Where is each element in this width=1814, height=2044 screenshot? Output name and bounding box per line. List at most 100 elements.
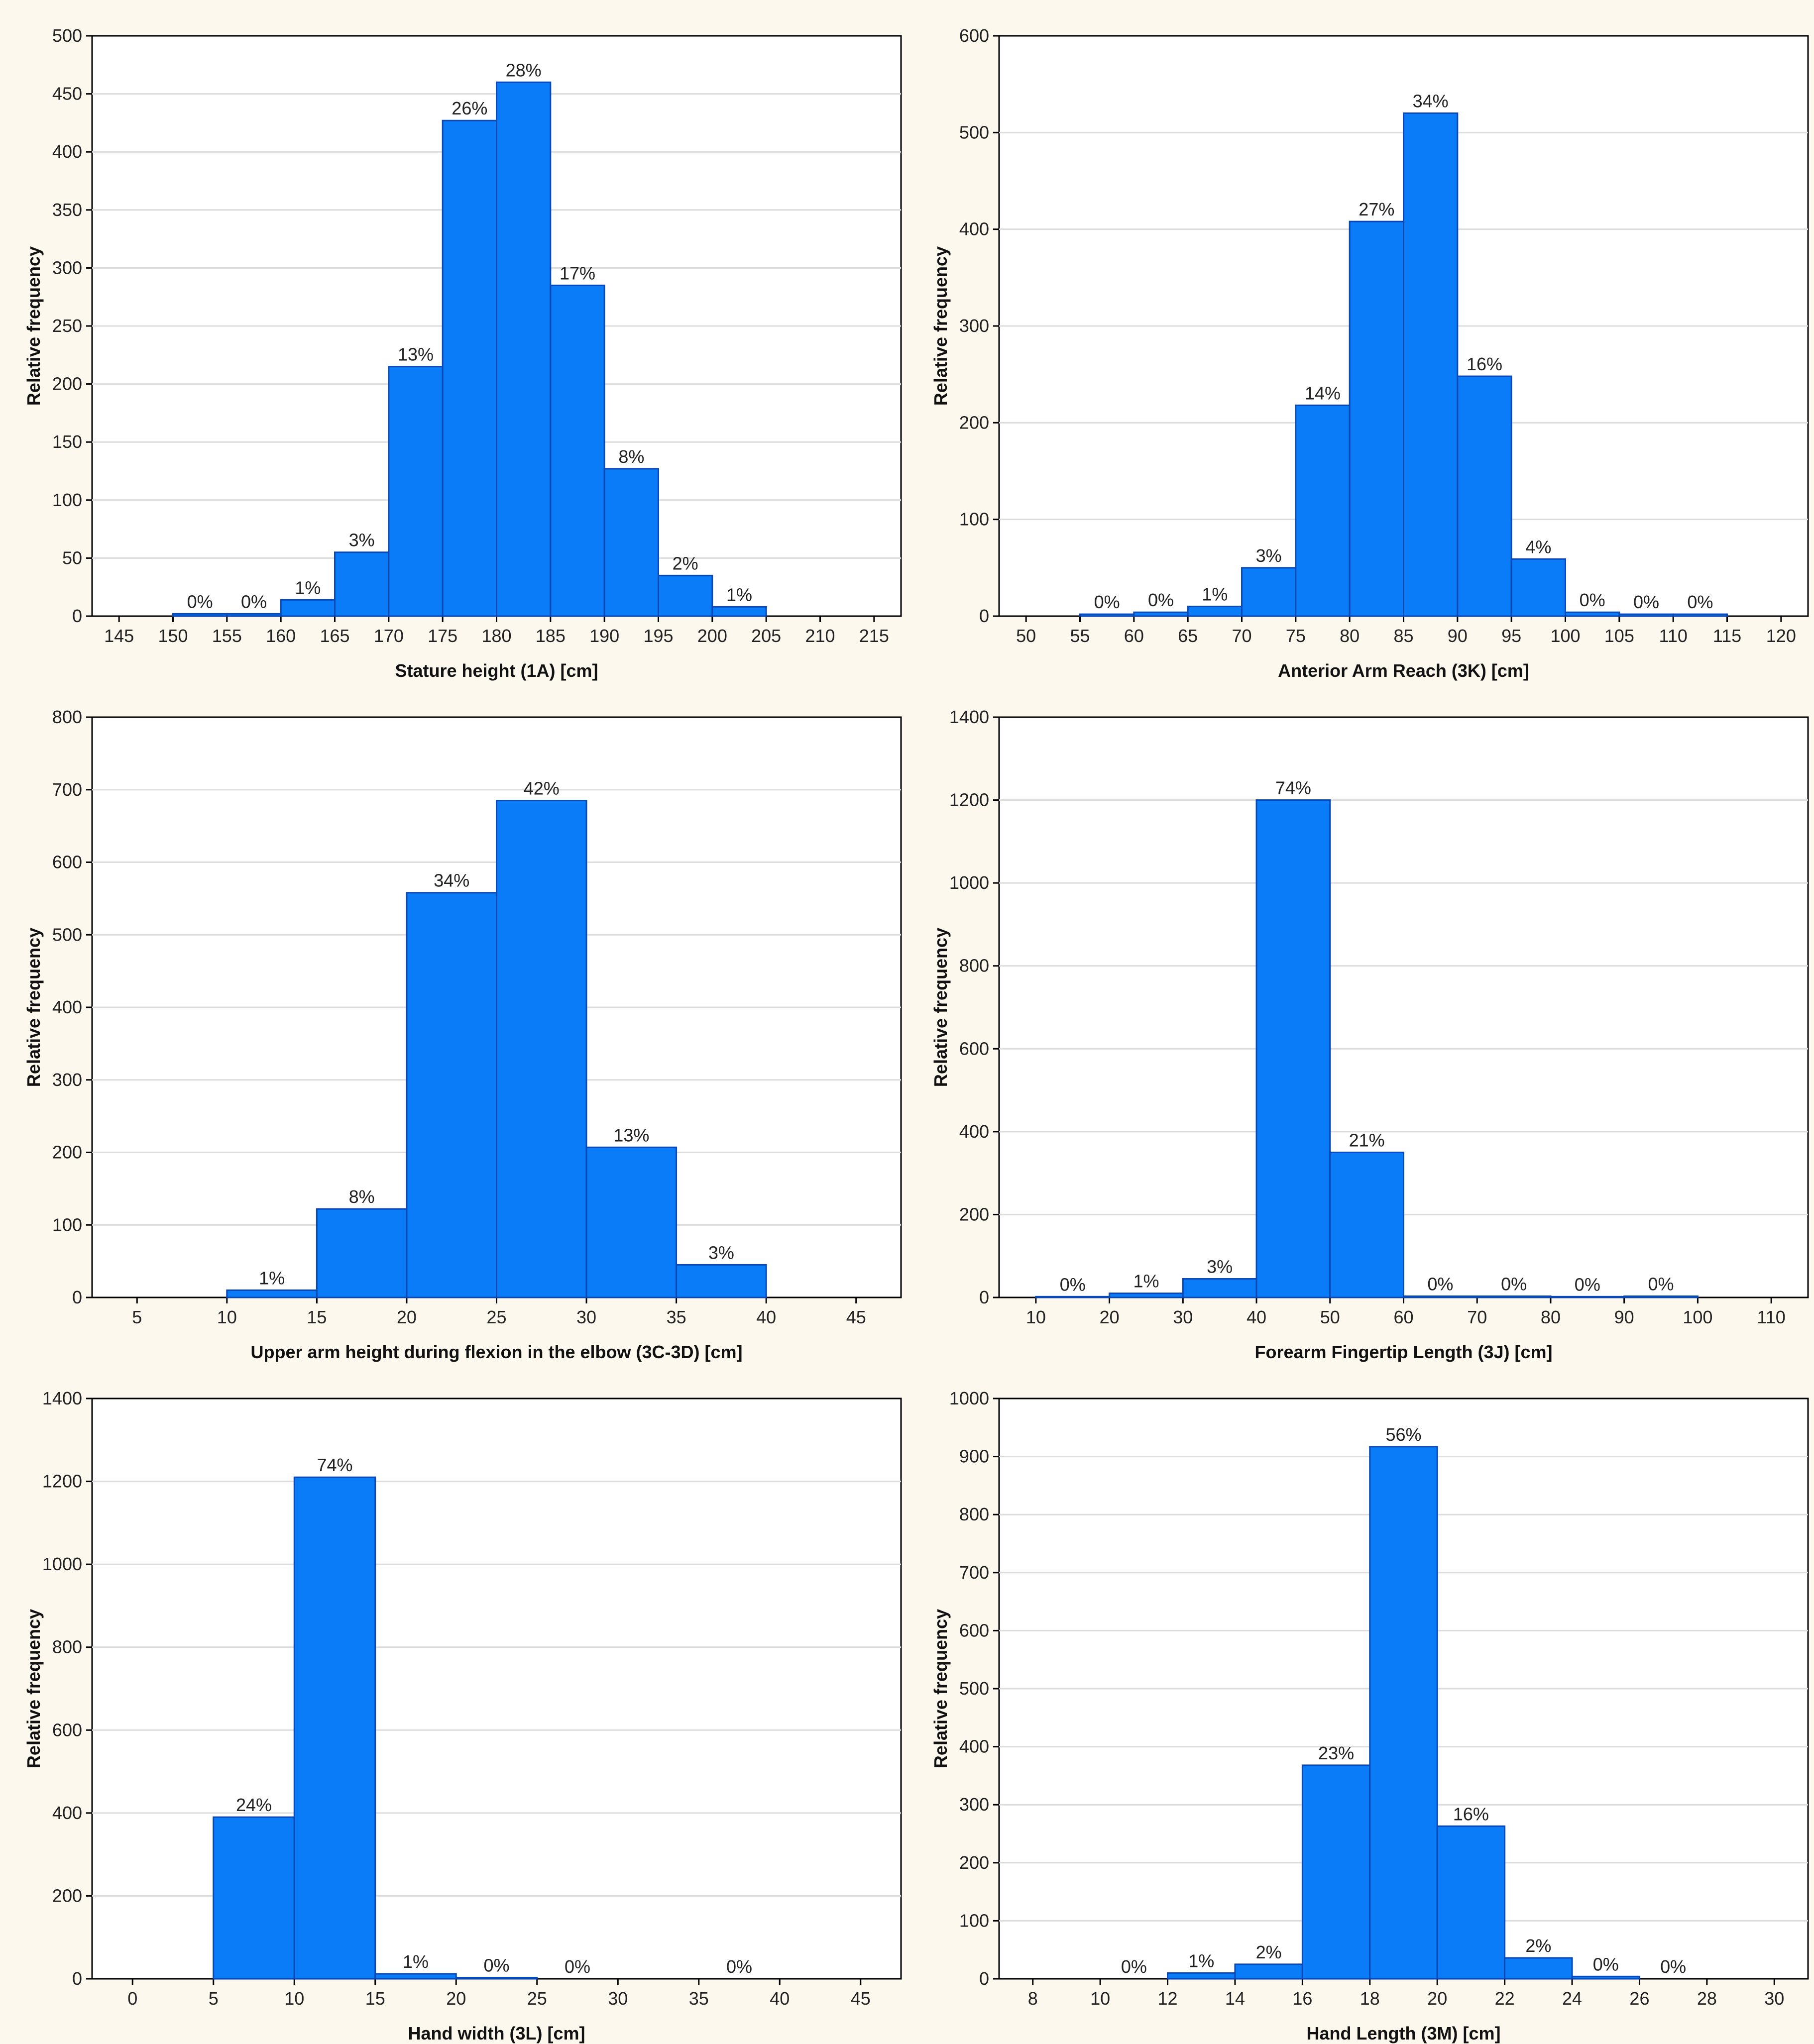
x-axis-title: Hand width (3L) [cm]: [408, 2023, 585, 2044]
y-tick-label: 300: [959, 316, 989, 336]
histogram-bar: [496, 800, 587, 1298]
histogram-bar: [1403, 112, 1459, 617]
histogram-bar: [1618, 613, 1674, 617]
histogram-bar: [442, 119, 498, 617]
y-tick-label: 600: [959, 1038, 989, 1059]
x-tick-label: 180: [481, 626, 511, 646]
histogram-bar: [213, 1816, 295, 1980]
bar-percent-label: 0%: [1427, 1274, 1453, 1294]
histogram-bar: [1436, 1825, 1506, 1980]
chart-panel-forearm: 0 200 400 600 800 1000 1200 1400 10 20 30 40 50 60 70 8…: [907, 681, 1814, 1363]
chart-panel-upper-arm: 0 100 200 300 400 500 600 700 800 5 10 15 20 25 30 35 40…: [0, 681, 907, 1363]
y-tick-label: 200: [52, 374, 82, 394]
y-tick-label: 50: [62, 547, 82, 568]
x-tick-label: 12: [1158, 1988, 1178, 2009]
y-tick-label: 200: [959, 412, 989, 432]
y-tick-label: 150: [52, 431, 82, 452]
x-axis-title: Anterior Arm Reach (3K) [cm]: [1278, 660, 1529, 681]
x-tick-label: 120: [1766, 626, 1796, 646]
y-tick-label: 500: [959, 1678, 989, 1699]
bar-percent-label: 23%: [1318, 1743, 1354, 1763]
x-tick-label: 160: [266, 626, 296, 646]
x-tick-label: 95: [1501, 626, 1521, 646]
histogram-bar: [1329, 1152, 1404, 1298]
y-tick-label: 400: [959, 1121, 989, 1142]
histogram-bar: [1623, 1295, 1699, 1298]
x-tick-label: 16: [1292, 1988, 1312, 2009]
x-tick-label: 200: [697, 626, 727, 646]
histogram-bar: [1550, 1295, 1625, 1298]
x-tick-label: 80: [1541, 1307, 1561, 1327]
y-tick-label: 600: [959, 25, 989, 46]
x-tick-label: 20: [397, 1307, 417, 1327]
histogram-bar: [1109, 1292, 1184, 1298]
bar-percent-label: 3%: [349, 530, 375, 550]
x-tick-label: 100: [1683, 1307, 1712, 1327]
bar-percent-label: 0%: [241, 591, 267, 612]
x-tick-label: 14: [1225, 1988, 1245, 2009]
y-tick-label: 200: [959, 1204, 989, 1224]
y-tick-label: 0: [72, 1968, 82, 1989]
y-tick-label: 100: [52, 490, 82, 510]
y-axis-title: Relative frequency: [930, 928, 951, 1087]
x-tick-label: 155: [212, 626, 242, 646]
y-axis-title: Relative frequency: [23, 928, 44, 1087]
x-tick-label: 15: [307, 1307, 327, 1327]
bar-percent-label: 16%: [1467, 354, 1502, 374]
histogram-bar: [1182, 1278, 1257, 1298]
histogram-bar: [374, 1973, 457, 1980]
x-tick-label: 50: [1320, 1307, 1340, 1327]
y-tick-label: 400: [959, 1736, 989, 1757]
histogram-bar: [172, 613, 228, 617]
histogram-bar: [603, 468, 659, 617]
histogram-bar: [388, 366, 444, 617]
plot-area: [998, 716, 1809, 1298]
bar-percent-label: 3%: [1256, 545, 1282, 566]
bar-percent-label: 21%: [1349, 1130, 1385, 1151]
bar-percent-label: 1%: [259, 1268, 285, 1288]
y-tick-label: 600: [959, 1620, 989, 1640]
y-tick-label: 1000: [949, 1388, 989, 1408]
chart-svg-forearm: 0 200 400 600 800 1000 1200 1400 10 20 30 40 50 60 70 8…: [930, 707, 1809, 1362]
x-tick-label: 145: [104, 626, 134, 646]
x-tick-label: 210: [805, 626, 835, 646]
bar-percent-label: 24%: [236, 1795, 272, 1815]
histogram-bar: [1234, 1963, 1303, 1980]
bar-percent-label: 0%: [565, 1956, 590, 1977]
bar-percent-label: 42%: [524, 778, 560, 799]
bar-percent-label: 1%: [403, 1951, 429, 1972]
y-tick-label: 1200: [42, 1471, 82, 1492]
bar-percent-label: 0%: [1648, 1274, 1674, 1294]
y-tick-label: 400: [52, 141, 82, 162]
x-tick-label: 18: [1360, 1988, 1380, 2009]
y-tick-label: 450: [52, 84, 82, 104]
bar-percent-label: 0%: [1580, 590, 1605, 610]
x-tick-label: 20: [446, 1988, 466, 2009]
histogram-bar: [1133, 611, 1189, 617]
bar-percent-label: 0%: [1501, 1274, 1527, 1294]
histogram-bar: [1369, 1446, 1438, 1980]
x-tick-label: 80: [1340, 626, 1360, 646]
bar-percent-label: 1%: [1202, 584, 1228, 605]
histogram-bar: [711, 606, 767, 617]
bar-percent-label: 34%: [1413, 91, 1449, 111]
bar-percent-label: 74%: [317, 1455, 352, 1475]
y-tick-label: 800: [959, 1504, 989, 1524]
histogram-bar: [676, 1264, 767, 1298]
chart-panel-hand-width: 0 200 400 600 800 1000 1200 1400 0 5 10 15 20 25 30 35 4…: [0, 1363, 907, 2044]
x-tick-label: 40: [756, 1307, 776, 1327]
bar-percent-label: 26%: [452, 98, 487, 118]
x-tick-label: 10: [1026, 1307, 1046, 1327]
histogram-bar: [455, 1977, 538, 1980]
y-tick-label: 900: [959, 1446, 989, 1467]
x-tick-label: 110: [1659, 626, 1687, 646]
y-tick-label: 0: [979, 1287, 989, 1307]
bar-percent-label: 2%: [1256, 1942, 1282, 1962]
x-tick-label: 25: [486, 1307, 506, 1327]
histogram-bar: [293, 1476, 376, 1980]
x-tick-label: 35: [689, 1988, 709, 2009]
x-tick-label: 205: [751, 626, 781, 646]
x-axis-title: Forearm Fingertip Length (3J) [cm]: [1254, 1342, 1552, 1362]
bar-percent-label: 3%: [708, 1242, 734, 1263]
histogram-bar: [1510, 558, 1566, 617]
